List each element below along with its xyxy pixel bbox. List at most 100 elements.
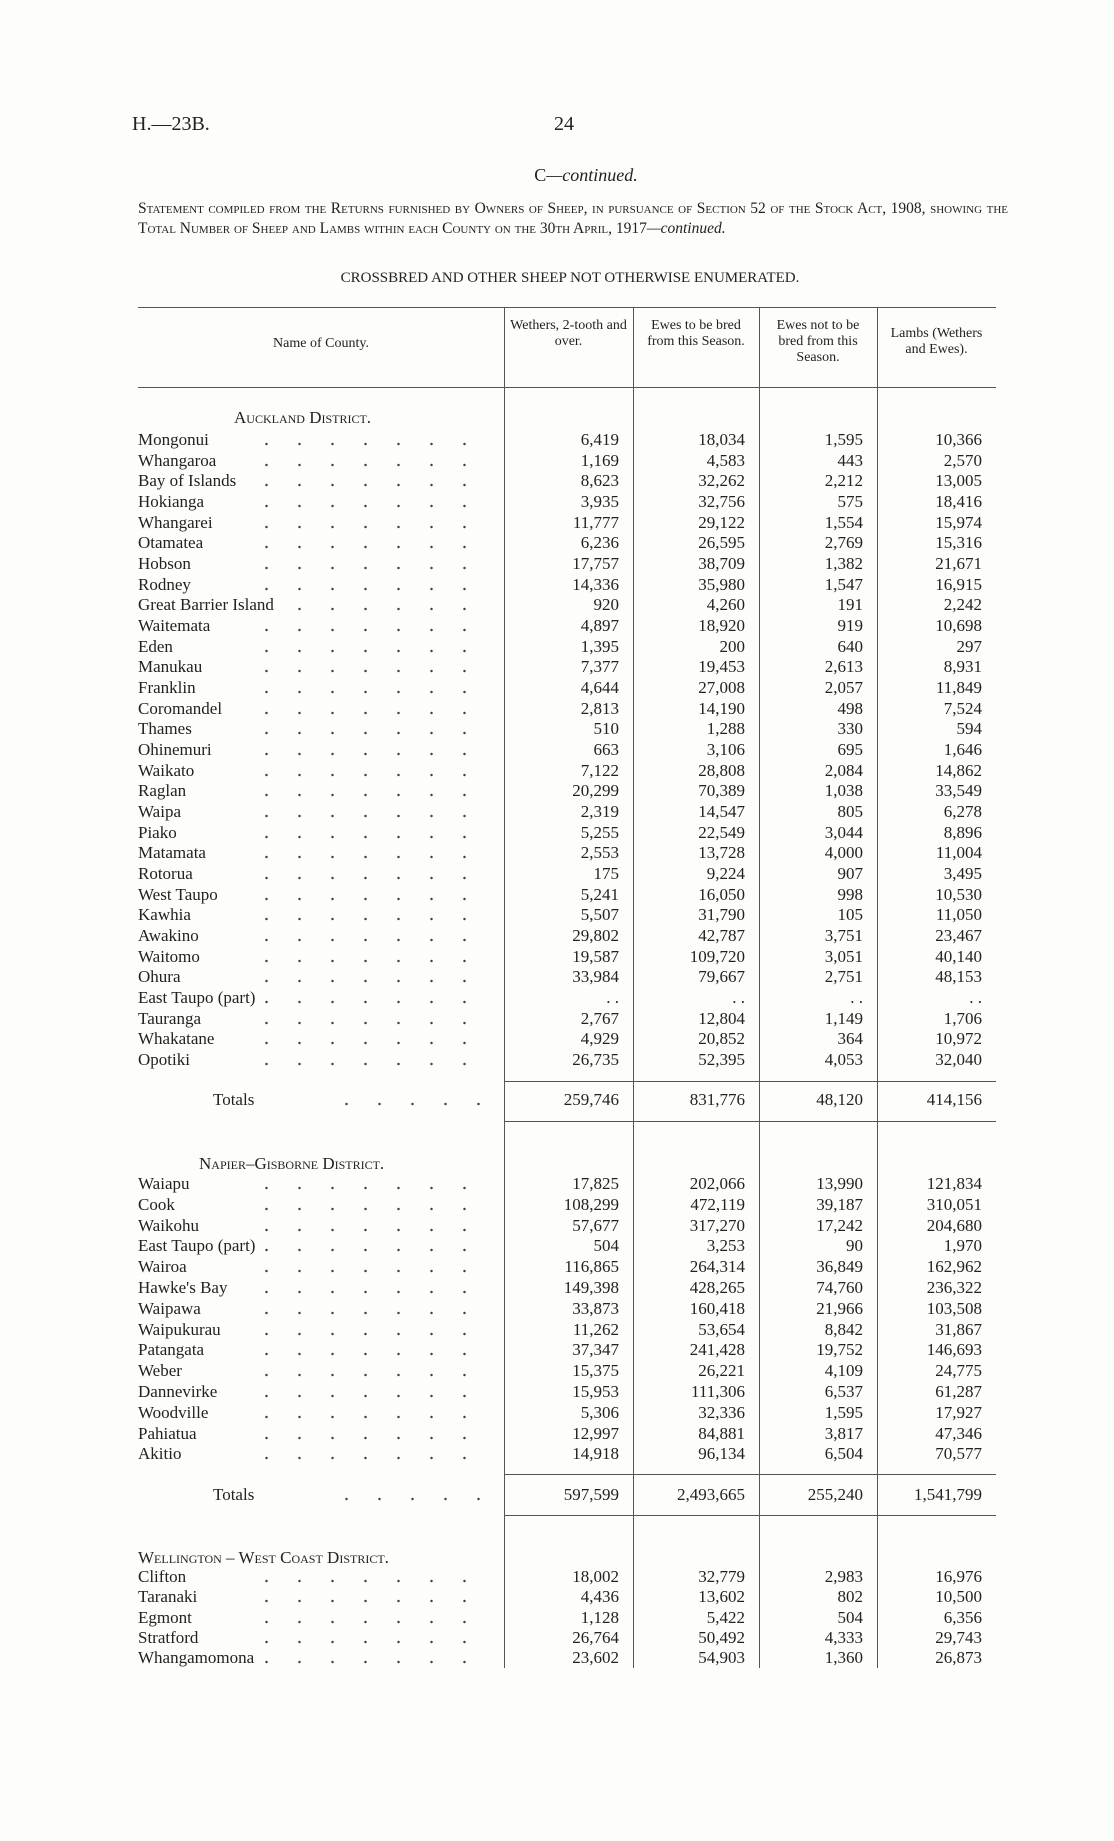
county-name: East Taupo (part) — [138, 1236, 262, 1257]
county-name: Akitio — [138, 1444, 188, 1465]
cell-value: 364 — [837, 1029, 864, 1049]
dot-leader — [250, 1248, 490, 1253]
cell-value: 6,356 — [943, 1607, 982, 1627]
dot-leader — [250, 504, 490, 508]
dot-leader — [250, 1352, 490, 1357]
cell-value: 317,270 — [689, 1215, 745, 1235]
cell-value: 26,764 — [572, 1627, 619, 1647]
county-name: Great Barrier Island — [138, 595, 280, 616]
cell-value: 11,004 — [935, 843, 982, 863]
dot-leader — [250, 1206, 490, 1211]
dot-leader — [250, 1062, 490, 1067]
county-name: Pahiatua — [138, 1423, 203, 1444]
dot-leader — [250, 979, 490, 984]
total-value: 597,599 — [563, 1485, 619, 1504]
cell-value: 26,221 — [698, 1361, 745, 1381]
cell-value: 21,966 — [816, 1298, 863, 1318]
page-number: 24 — [554, 113, 574, 135]
dot-leader — [250, 1290, 490, 1294]
county-name: Egmont — [138, 1607, 198, 1628]
county-name: Waitemata — [138, 616, 217, 637]
dot-leader — [250, 1394, 490, 1398]
cell-value: 919 — [837, 616, 864, 636]
cell-value: . . — [850, 988, 863, 1008]
cell-value: 28,808 — [698, 760, 745, 780]
dot-leader — [330, 1497, 490, 1501]
county-name: Manukau — [138, 657, 209, 678]
county-name: Hawke's Bay — [138, 1278, 234, 1298]
cell-value: 33,873 — [572, 1298, 619, 1318]
cell-value: 1,288 — [706, 719, 745, 739]
cell-value: 33,549 — [935, 781, 982, 801]
cell-value: 57,677 — [572, 1215, 619, 1235]
statement: Statement compiled from the Returns furn… — [138, 199, 1008, 238]
cell-value: 70,389 — [698, 781, 745, 801]
column-rule — [504, 307, 505, 1669]
cell-value: 7,122 — [580, 760, 619, 780]
cell-value: 29,743 — [935, 1627, 982, 1647]
cell-value: 18,920 — [698, 616, 745, 636]
cell-value: 160,418 — [689, 1298, 745, 1318]
cell-value: 241,428 — [689, 1340, 745, 1360]
cell-value: 50,492 — [698, 1627, 745, 1647]
totals-label: Totals — [213, 1090, 255, 1109]
cell-value: 15,375 — [572, 1361, 619, 1381]
cell-value: 4,053 — [824, 1050, 863, 1070]
cell-value: 805 — [837, 802, 864, 822]
county-name: Franklin — [138, 678, 202, 699]
totals-label: Totals — [213, 1485, 255, 1504]
cell-value: 236,322 — [926, 1278, 982, 1297]
dot-leader — [250, 442, 490, 446]
column-header: Wethers, 2-tooth and over. — [510, 318, 627, 349]
column-header: Lambs (Wethers and Ewes). — [890, 326, 983, 357]
county-name: Rodney — [138, 574, 197, 595]
cell-value: 29,122 — [698, 512, 745, 532]
cell-value: 498 — [837, 698, 864, 718]
cell-value: 36,849 — [816, 1257, 863, 1277]
cell-value: 1,595 — [824, 430, 863, 449]
cell-value: 40,140 — [935, 946, 982, 966]
cell-value: 21,671 — [935, 554, 982, 574]
cell-value: 10,972 — [935, 1029, 982, 1049]
dot-leader — [250, 1456, 490, 1461]
total-value: 2,493,665 — [677, 1485, 745, 1504]
county-name: Taranaki — [138, 1587, 204, 1608]
cell-value: 11,777 — [572, 512, 619, 532]
dot-leader — [250, 938, 490, 943]
cell-value: 18,416 — [935, 492, 982, 511]
cell-value: 31,867 — [935, 1319, 982, 1339]
cell-value: 121,834 — [926, 1174, 982, 1193]
cell-value: 47,346 — [935, 1423, 982, 1443]
cell-value: 663 — [593, 740, 620, 760]
cell-value: 53,654 — [698, 1319, 745, 1339]
dot-leader — [250, 1660, 490, 1665]
dot-leader — [250, 586, 490, 591]
county-name: Rotorua — [138, 864, 199, 885]
cell-value: 35,980 — [698, 574, 745, 594]
section-letter: C — [534, 165, 547, 185]
county-name: Whangarei — [138, 512, 219, 533]
column-rule — [877, 307, 878, 1669]
county-name: Waikohu — [138, 1215, 205, 1236]
county-name: Stratford — [138, 1627, 205, 1648]
cell-value: 52,395 — [698, 1050, 745, 1070]
cell-value: 640 — [837, 636, 864, 656]
cell-value: 162,962 — [926, 1257, 982, 1277]
cell-value: 594 — [956, 719, 983, 739]
cell-value: 9,224 — [706, 864, 745, 884]
dot-leader — [250, 566, 490, 571]
total-value: 48,120 — [816, 1090, 863, 1109]
cell-value: 32,779 — [698, 1567, 745, 1586]
dot-leader — [250, 855, 490, 860]
cell-value: 16,050 — [698, 884, 745, 904]
cell-value: 6,537 — [824, 1382, 863, 1401]
dot-leader — [250, 1331, 490, 1336]
cell-value: 1,646 — [943, 740, 982, 760]
dot-leader — [250, 1227, 490, 1232]
county-name: Cook — [138, 1194, 181, 1215]
dot-leader — [250, 793, 490, 798]
county-name: Hokianga — [138, 492, 211, 512]
cell-value: 4,436 — [580, 1587, 619, 1607]
cell-value: 3,044 — [824, 822, 863, 842]
district-title: Auckland District. — [234, 408, 372, 427]
